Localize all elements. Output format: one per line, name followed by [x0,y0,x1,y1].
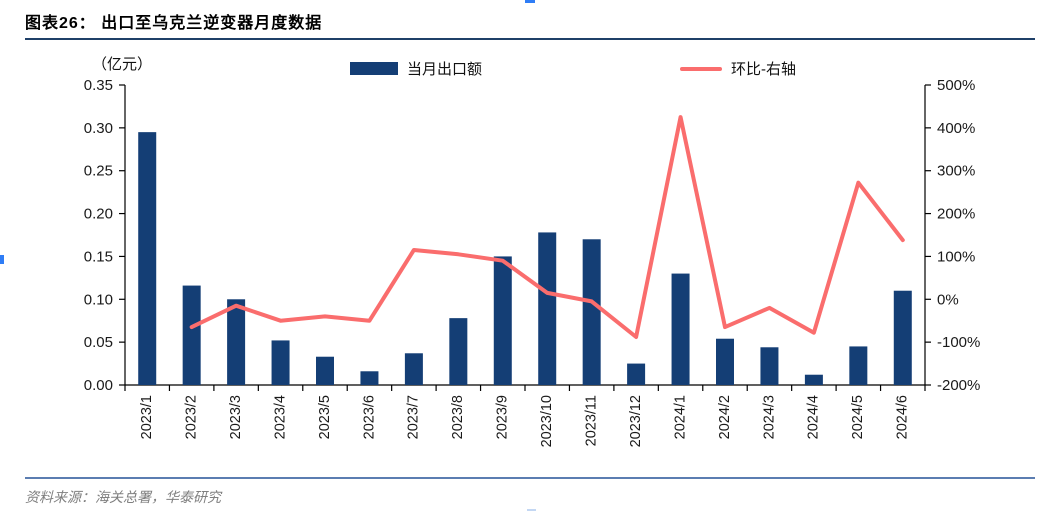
left-axis-tick-label: 0.20 [84,206,113,223]
x-tick-label: 2023/1 [139,395,155,439]
right-axis-tick-label: -200% [937,377,980,394]
bar-2024/5 [849,346,868,385]
x-tick-label: 2023/10 [539,395,555,447]
bar-2023/11 [582,239,601,385]
page-title: 图表26： 出口至乌克兰逆变器月度数据 [25,15,323,32]
left-axis-tick-label: 0.25 [84,163,113,180]
bar-2023/7 [404,353,423,385]
bar-2023/1 [138,132,157,385]
x-tick-label: 2023/9 [495,395,511,439]
bar-2024/2 [716,338,734,385]
footer-rule [25,477,1035,479]
x-tick-label: 2023/5 [317,395,333,439]
source-note: 资料来源：海关总署，华泰研究 [25,489,221,505]
x-tick-label: 2023/7 [406,395,422,439]
mom-line [189,115,905,339]
x-tick-label: 2024/1 [672,395,688,439]
combo-chart: 0.00 0.05 0.10 0.15 0.20 0.25 0.30 0.35 -200% -10… [84,77,981,447]
x-tick-label: 2024/5 [850,395,866,439]
bar-2023/2 [182,285,201,385]
legend-item-export: 当月出口额 [350,58,482,79]
left-axis-tick-label: 0.05 [84,334,113,351]
right-axis-tick-label: 400% [937,120,975,137]
stray-blue-mark-left [0,255,4,264]
bar-2023/6 [360,371,379,385]
stray-blue-mark-bottom [527,509,536,511]
x-tick-label: 2024/3 [761,395,777,439]
bar-2024/6 [893,290,912,385]
legend-label-export: 当月出口额 [407,61,483,78]
x-tick-label: 2023/12 [628,395,644,447]
right-axis-tick-label: 0% [937,291,959,308]
legend-label-mom: 环比-右轴 [731,61,796,78]
bar-2023/12 [627,363,646,385]
bar-2023/9 [493,256,512,385]
bar-2024/3 [760,347,779,385]
left-axis-tick-label: 0.15 [84,248,113,265]
bar-2024/1 [671,273,690,385]
right-axis-tick-label: 100% [937,248,975,265]
left-axis-tick-label: 0.35 [84,77,113,94]
left-axis-tick-label: 0.00 [84,377,113,394]
x-tick-label: 2023/3 [228,395,244,439]
bar-2023/10 [538,232,557,385]
bar-2023/8 [449,318,468,385]
x-tick-label: 2023/6 [361,395,377,439]
right-axis-tick-label: 500% [937,77,975,94]
right-axis-tick-label: 300% [937,163,975,180]
x-tick-label: 2024/6 [895,395,911,439]
legend-item-mom: 环比-右轴 [680,58,796,79]
x-tick-label: 2024/4 [806,395,822,439]
right-axis-tick-label: -100% [937,334,980,351]
x-tick-label: 2023/8 [450,395,466,439]
x-tick-label: 2024/2 [717,395,733,439]
x-tick-label: 2023/2 [183,395,199,439]
line-legend-swatch [680,66,722,71]
bar-2023/5 [316,356,334,385]
x-tick-label: 2023/4 [272,395,288,439]
left-axis-unit-label: （亿元） [92,56,153,73]
x-tick-label: 2023/11 [583,395,599,446]
stray-blue-mark-top [525,0,535,3]
bar-2023/3 [227,299,246,385]
left-axis-tick-label: 0.30 [84,120,113,137]
bar-2023/4 [271,340,290,385]
left-axis-tick-label: 0.10 [84,291,113,308]
bar-legend-swatch [350,62,398,75]
title-underline [25,38,1035,40]
bar-2024/4 [804,374,823,385]
right-axis-tick-label: 200% [937,206,975,223]
